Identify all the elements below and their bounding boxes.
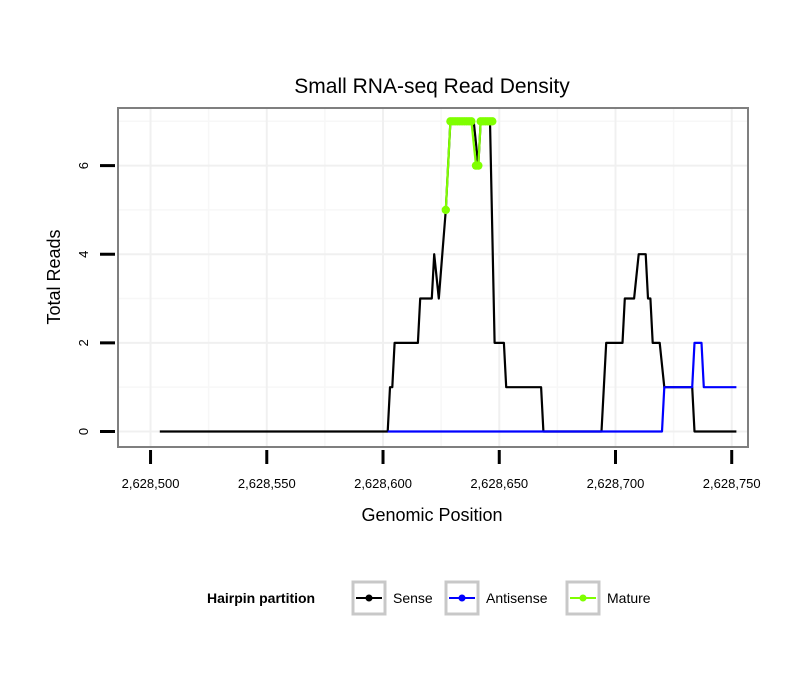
legend-label: Mature xyxy=(607,590,651,606)
series-sense xyxy=(159,120,737,433)
x-axis: 2,628,500 2,628,550 2,628,600 2,628,650 2,62… xyxy=(122,450,761,491)
antisense-line xyxy=(387,341,737,433)
x-tick-label: 2,628,700 xyxy=(587,476,645,491)
x-axis-label: Genomic Position xyxy=(361,505,502,525)
y-tick-label: 2 xyxy=(76,339,91,346)
mature-point xyxy=(467,117,476,126)
x-tick-label: 2,628,600 xyxy=(354,476,412,491)
legend-key-point xyxy=(365,594,373,602)
series-antisense xyxy=(387,341,737,433)
y-axis-label: Total Reads xyxy=(44,229,64,324)
legend-item-antisense: Antisense xyxy=(444,580,548,616)
y-axis: 0 2 4 6 xyxy=(76,162,115,435)
legend-entries: Sense Antisense Mature xyxy=(351,580,651,616)
legend-label: Antisense xyxy=(486,590,548,606)
y-tick-label: 0 xyxy=(76,428,91,435)
sense-line xyxy=(159,120,737,433)
mature-point xyxy=(488,117,497,126)
legend-label: Sense xyxy=(393,590,433,606)
x-tick-label: 2,628,750 xyxy=(703,476,761,491)
legend-key-point xyxy=(579,594,587,602)
mature-point xyxy=(441,205,450,215)
mature-point xyxy=(474,161,483,170)
x-tick-label: 2,628,650 xyxy=(470,476,528,491)
y-tick-label: 4 xyxy=(76,251,91,258)
plot-border xyxy=(117,107,749,448)
legend-item-sense: Sense xyxy=(351,580,433,616)
series-layer xyxy=(159,117,737,433)
y-tick-label: 6 xyxy=(76,162,91,169)
legend-key-point xyxy=(458,594,466,602)
x-tick-label: 2,628,550 xyxy=(238,476,296,491)
legend-title: Hairpin partition xyxy=(207,590,315,606)
legend-item-mature: Mature xyxy=(565,580,651,616)
series-mature xyxy=(441,117,497,215)
x-tick-label: 2,628,500 xyxy=(122,476,180,491)
chart-title: Small RNA-seq Read Density xyxy=(294,75,570,98)
legend: Hairpin partition Sense Antisense Mature xyxy=(207,580,651,616)
